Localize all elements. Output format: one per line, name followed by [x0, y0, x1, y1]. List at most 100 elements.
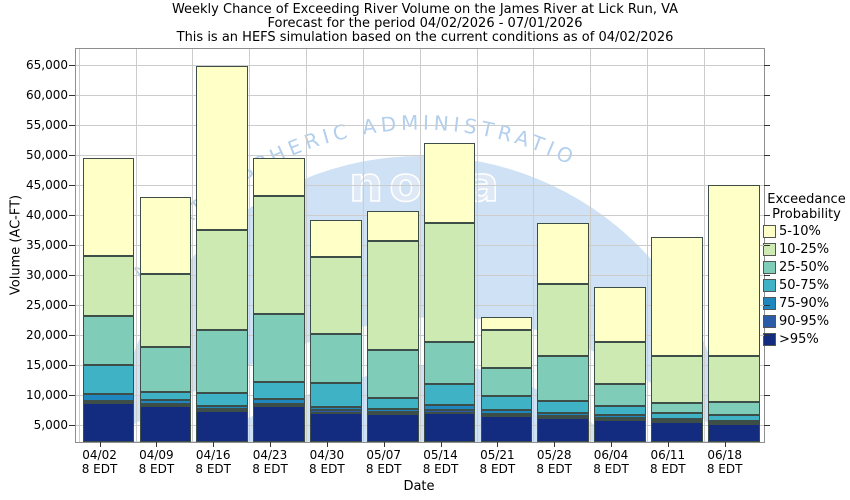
- bar-segment: [423, 223, 476, 342]
- legend-swatch: [763, 243, 776, 256]
- y-tick: [69, 154, 75, 156]
- y-tick-label: 45,000: [26, 177, 68, 192]
- bar-segment: [707, 401, 760, 415]
- x-tick: [156, 442, 158, 447]
- y-tick: [764, 64, 770, 66]
- x-tick: [554, 442, 556, 447]
- bar-segment: [423, 404, 476, 410]
- y-tick: [764, 334, 770, 336]
- x-tick-date: 05/28: [536, 448, 572, 462]
- y-tick-label: 25,000: [26, 297, 68, 312]
- x-tick-label: 05/28 8 EDT: [522, 448, 586, 476]
- y-tick-label: 15,000: [26, 357, 68, 372]
- legend-items: 5-10% 10-25% 25-50% 50-75% 75-90% 90-95% >95%: [763, 223, 850, 348]
- bar-segment: [594, 287, 646, 342]
- bar-segment: [594, 406, 646, 416]
- bar-segment: [139, 400, 192, 404]
- legend-title-line2: Probability: [772, 207, 841, 222]
- bar-segment: [707, 420, 760, 423]
- chart-subtitle-period: Forecast for the period 04/02/2026 - 07/…: [267, 16, 583, 31]
- x-tick-date: 05/21: [480, 448, 515, 462]
- x-tick: [383, 442, 385, 447]
- y-tick-label: 40,000: [26, 207, 68, 222]
- x-tick-time: 8 EDT: [536, 462, 572, 476]
- bar-segment: [139, 405, 192, 442]
- y-tick-label: 55,000: [26, 117, 68, 132]
- y-tick-label: 5,000: [33, 417, 68, 432]
- bar-segment: [366, 350, 419, 398]
- y-tick: [69, 64, 75, 66]
- plot-area: noaa EANIC AND ATMOSPHERIC ADMINISTRATIO: [75, 48, 765, 443]
- bar-segment: [537, 415, 590, 419]
- x-tick-date: 04/02: [82, 448, 117, 462]
- y-tick: [764, 124, 770, 126]
- bar-segment: [196, 230, 249, 330]
- legend-item: 50-75%: [763, 277, 850, 294]
- x-tick-date: 04/16: [195, 448, 231, 462]
- bar-segment: [253, 382, 305, 399]
- gridline-vertical: [476, 49, 478, 442]
- x-tick-label: 04/02 8 EDT: [68, 448, 132, 476]
- y-tick: [69, 124, 75, 126]
- legend-item-label: 50-75%: [779, 278, 830, 293]
- y-tick: [69, 364, 75, 366]
- legend-item: >95%: [763, 331, 850, 348]
- gridline-vertical: [703, 49, 705, 442]
- bar-segment: [537, 400, 590, 414]
- y-tick-label: 65,000: [26, 57, 68, 72]
- bar-segment: [196, 329, 249, 393]
- bar-segment: [310, 219, 362, 258]
- bar-segment: [82, 394, 135, 401]
- bar-segment: [139, 196, 192, 274]
- y-tick-label: 10,000: [26, 387, 68, 402]
- bar-segment: [139, 403, 192, 406]
- bar-segment: [196, 408, 249, 411]
- y-tick: [69, 244, 75, 246]
- x-tick-date: 06/11: [650, 448, 686, 462]
- x-tick-time: 8 EDT: [479, 462, 516, 476]
- bar-segment: [196, 65, 249, 231]
- bar-segment: [366, 409, 419, 413]
- legend-item: 90-95%: [763, 313, 850, 330]
- bar-segment: [196, 410, 249, 442]
- legend-item-label: 5-10%: [779, 224, 821, 239]
- x-tick-label: 05/07 8 EDT: [352, 448, 416, 476]
- bar-segment: [537, 355, 590, 401]
- x-tick-time: 8 EDT: [138, 462, 175, 476]
- legend-swatch: [763, 225, 776, 238]
- bar-segment: [707, 414, 760, 421]
- bar-segment: [537, 418, 590, 442]
- y-tick: [764, 364, 770, 366]
- x-tick-date: 04/30: [309, 448, 345, 462]
- x-tick-label: 06/18 8 EDT: [693, 448, 757, 476]
- bar-segment: [480, 413, 533, 416]
- bar-segment: [253, 314, 305, 383]
- bar-segment: [139, 347, 192, 392]
- bar-segment: [196, 406, 249, 409]
- bar-segment: [196, 392, 249, 407]
- x-tick-time: 8 EDT: [195, 462, 231, 476]
- bar-segment: [366, 412, 419, 415]
- x-tick: [270, 442, 272, 447]
- bar-segment: [310, 412, 362, 442]
- x-tick-date: 05/14: [423, 448, 458, 462]
- x-tick-time: 8 EDT: [252, 462, 288, 476]
- x-tick-label: 04/23 8 EDT: [238, 448, 302, 476]
- bar-segment: [423, 383, 476, 405]
- bar-segment: [82, 400, 135, 404]
- x-tick-time: 8 EDT: [365, 462, 402, 476]
- bar-segment: [253, 404, 305, 407]
- y-tick-label: 60,000: [26, 87, 68, 102]
- bar-segment: [366, 240, 419, 351]
- legend-title-line1: Exceedance: [767, 192, 846, 207]
- x-tick: [326, 442, 328, 447]
- y-tick-label: 30,000: [26, 267, 68, 282]
- legend-swatch: [763, 315, 776, 328]
- bar-segment: [139, 273, 192, 348]
- bar-segment: [480, 329, 533, 369]
- y-tick: [69, 334, 75, 336]
- y-tick: [69, 274, 75, 276]
- x-tick-time: 8 EDT: [650, 462, 686, 476]
- bar-segment: [537, 222, 590, 284]
- bar-segment: [651, 355, 703, 403]
